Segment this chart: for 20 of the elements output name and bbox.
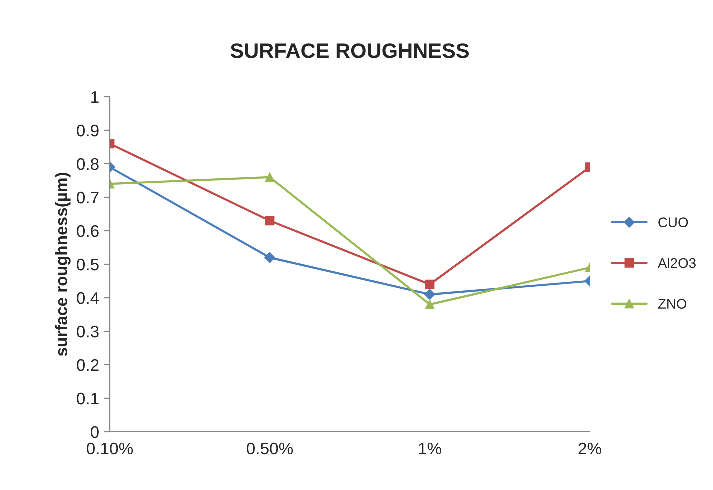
y-axis-title: surface roughness(µm) bbox=[55, 173, 71, 356]
x-tick-label: 1% bbox=[419, 442, 442, 455]
y-tick-label: 1 bbox=[92, 92, 99, 104]
y-tick-label: 0 bbox=[90, 426, 99, 438]
chart-title: SURFACE ROUGHNESS bbox=[230, 44, 469, 58]
y-tick-label: 0.9 bbox=[77, 124, 99, 137]
x-tick-label: 2% bbox=[578, 442, 602, 455]
x-tick-label: 0.10% bbox=[87, 442, 134, 455]
legend-label: CUO bbox=[658, 218, 688, 228]
y-tick-label: 0.6 bbox=[77, 225, 99, 238]
y-tick-label: 0.5 bbox=[77, 258, 99, 271]
y-tick-label: 0.2 bbox=[77, 359, 99, 372]
legend-label: Al2O3 bbox=[658, 258, 696, 268]
x-tick-label: 0.50% bbox=[247, 442, 294, 455]
y-tick-label: 0.3 bbox=[77, 326, 99, 338]
y-tick-label: 0.8 bbox=[77, 158, 99, 170]
y-tick-label: 0.1 bbox=[77, 392, 99, 405]
y-tick-label: 0.4 bbox=[77, 292, 100, 304]
legend-label: ZNO bbox=[658, 299, 687, 309]
y-tick-label: 0.7 bbox=[77, 192, 99, 204]
